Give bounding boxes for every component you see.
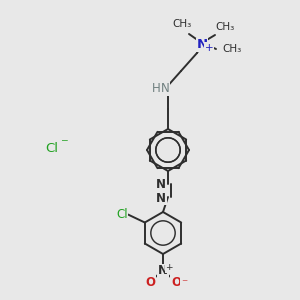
Text: O: O [145,275,155,289]
Text: N: N [196,38,208,52]
Text: Cl: Cl [116,208,128,221]
Text: ⁻: ⁻ [60,136,68,152]
Text: CH₃: CH₃ [215,22,235,32]
Text: ⁻: ⁻ [181,278,187,290]
Text: N: N [158,265,168,278]
Text: Cl: Cl [46,142,59,154]
Text: N: N [160,82,169,95]
Text: O: O [171,275,181,289]
Text: N: N [156,191,166,205]
Text: CH₃: CH₃ [222,44,242,54]
Text: CH₃: CH₃ [172,19,192,29]
Text: N: N [156,178,166,191]
Text: +: + [205,43,213,53]
Text: +: + [165,263,173,272]
Text: H: H [152,82,160,95]
